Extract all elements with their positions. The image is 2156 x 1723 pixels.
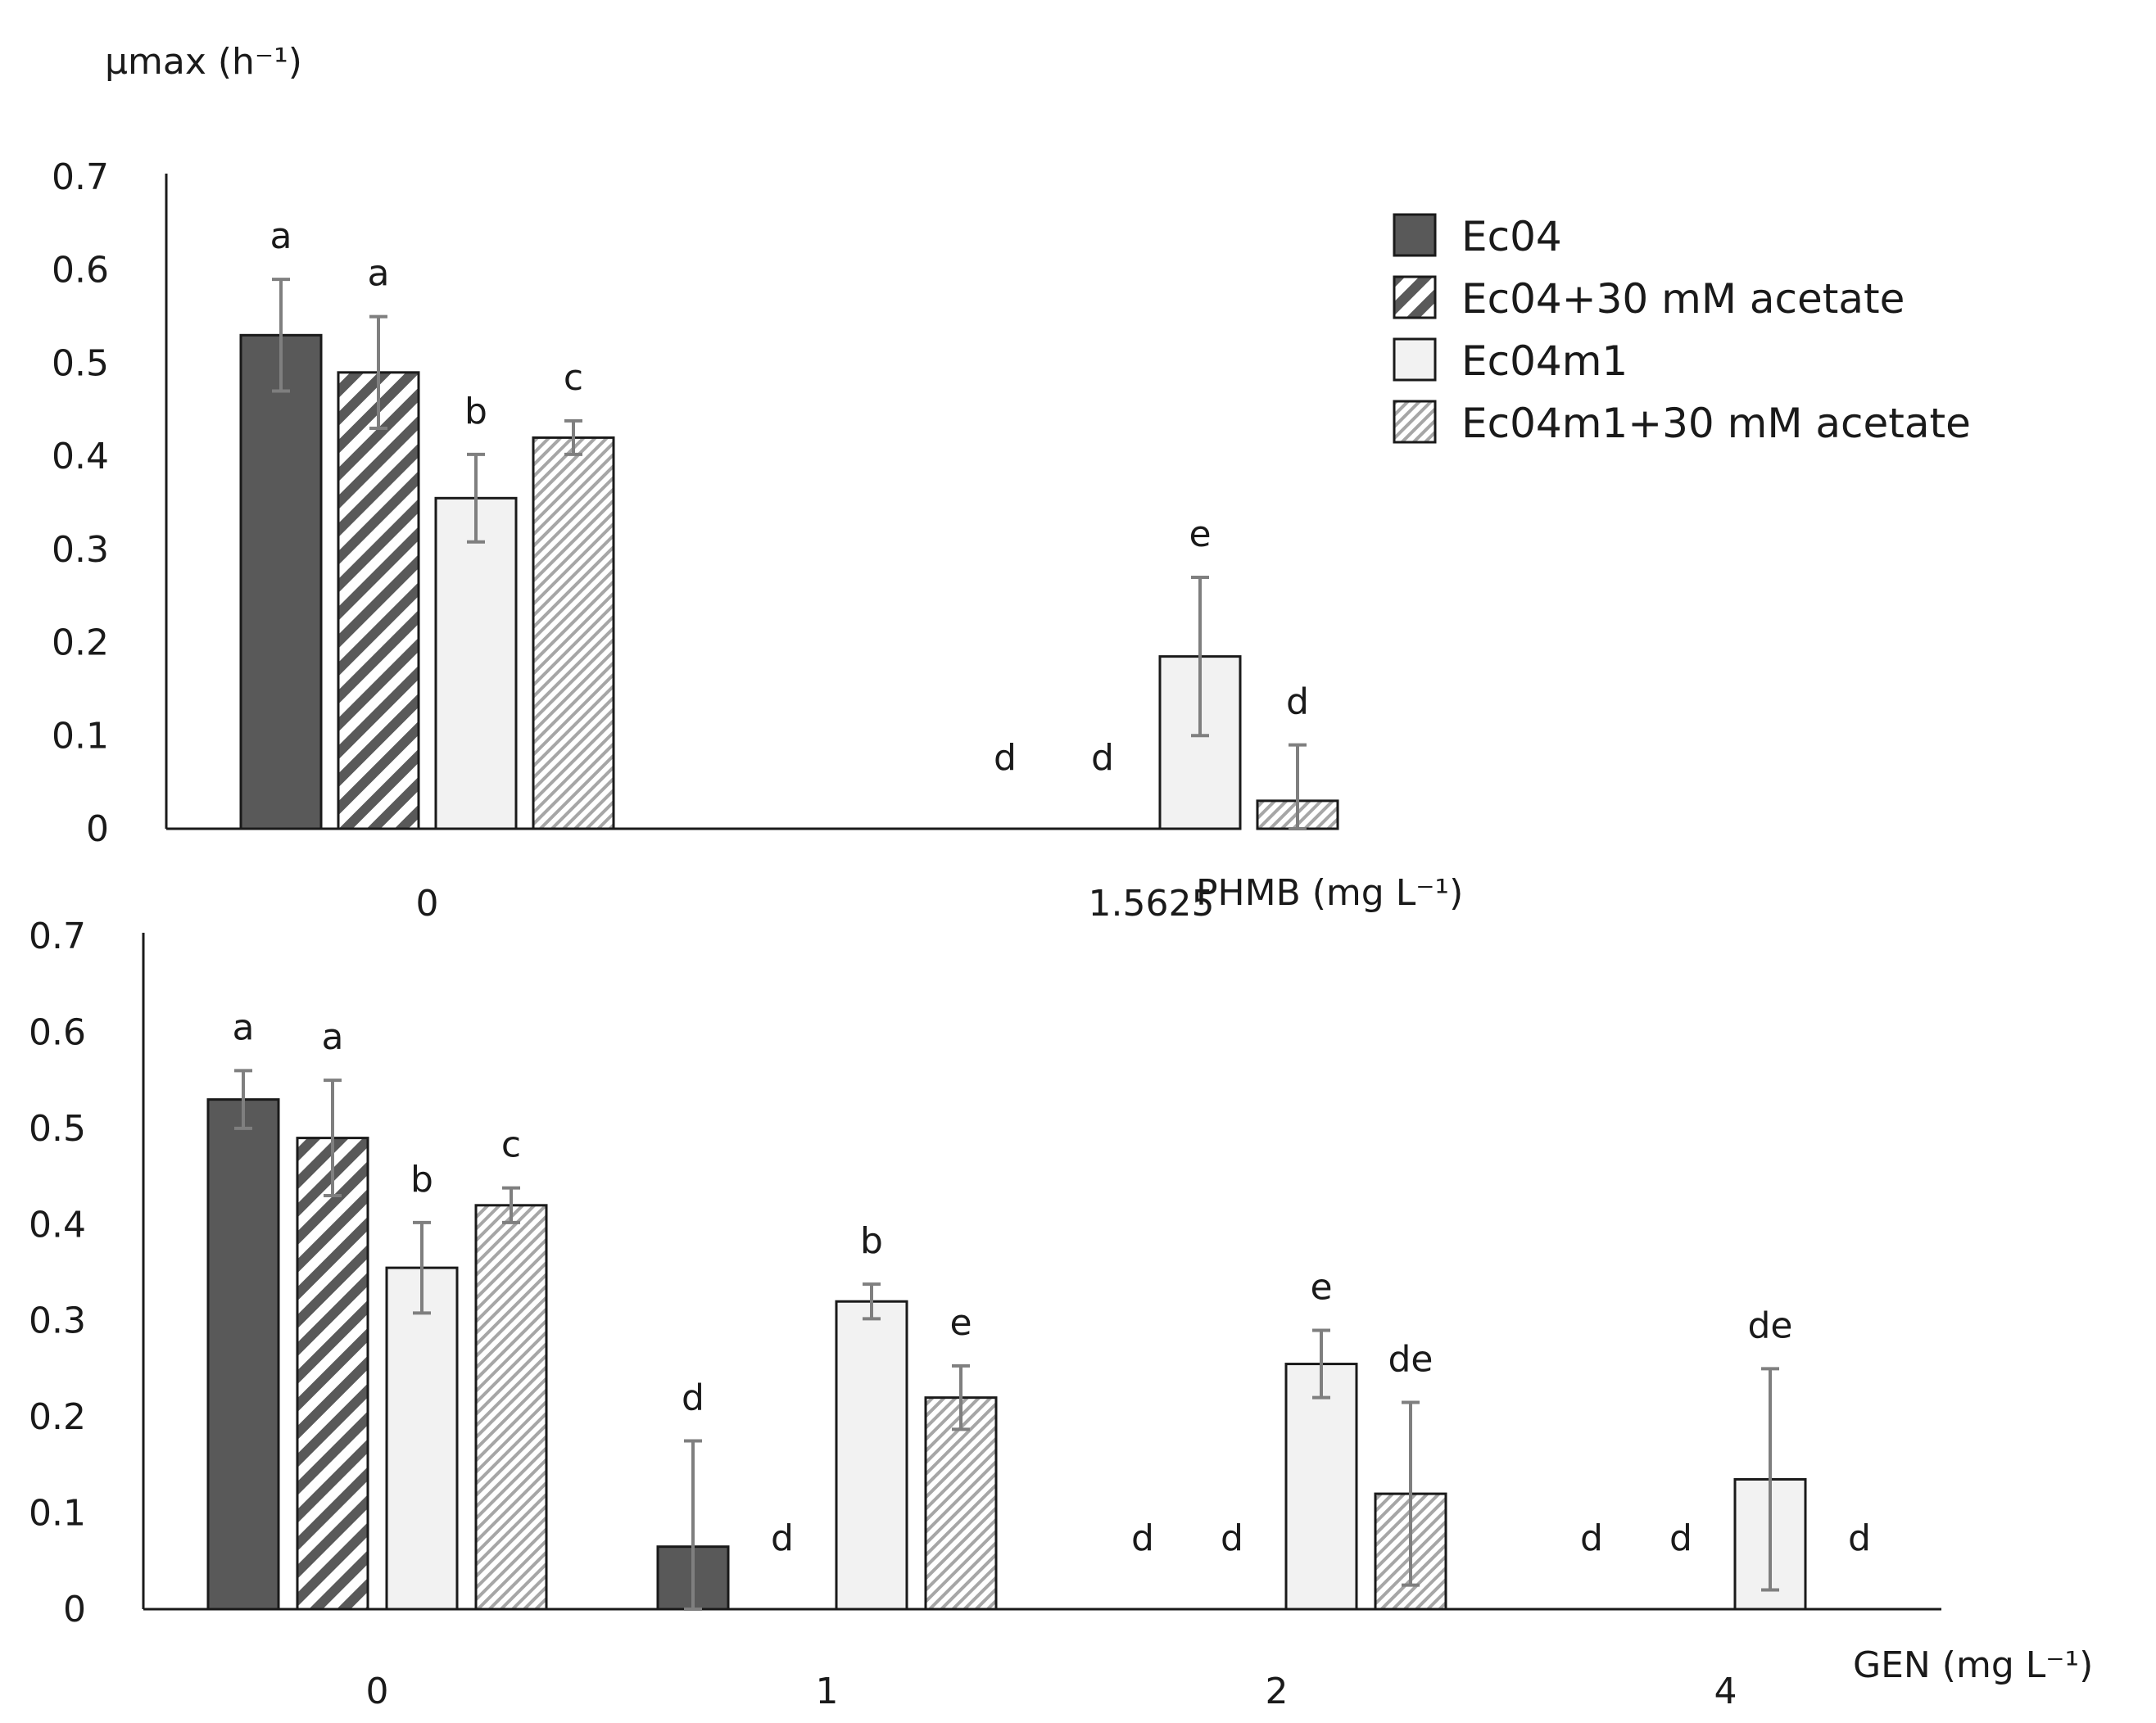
significance-letter: b [860,1220,883,1262]
y-tick-label: 0.3 [52,529,109,571]
significance-letter: d [1580,1517,1603,1559]
significance-letter: c [564,357,583,399]
significance-letter: c [501,1124,521,1166]
x-category-label: 1 [816,1671,839,1712]
legend-label-ec04-acetate: Ec04+30 mM acetate [1461,275,1905,323]
x-axis-label: PHMB (mg L⁻¹) [1196,872,1463,914]
y-tick-label: 0.1 [29,1493,86,1535]
significance-letter: e [1189,513,1211,555]
y-tick-label: 0.5 [52,342,109,384]
legend-swatch-ec04-acetate [1393,275,1437,319]
y-tick-label: 0.5 [29,1108,86,1150]
significance-letter: d [1848,1517,1871,1559]
significance-letter: a [368,253,390,295]
x-category-label: 0 [416,883,439,925]
y-tick-label: 0.3 [29,1300,86,1342]
significance-letter: e [949,1302,972,1344]
legend-swatch-ec04m1-acetate [1393,400,1437,444]
significance-letter: d [1131,1517,1154,1559]
x-category-label: 4 [1714,1671,1737,1712]
significance-letter: de [1388,1339,1434,1381]
bar-ec04m1-30-mm-acetate [924,1396,998,1611]
legend-item-ec04m1-acetate: Ec04m1+30 mM acetate [1393,400,1971,447]
bar-ec04m1 [1158,655,1242,830]
significance-letter: d [1286,681,1309,723]
legend-label-ec04: Ec04 [1461,213,1562,260]
x-category-label: 1.5625 [1089,883,1215,925]
bar-ec04-30-mm-acetate [337,371,420,830]
y-tick-label: 0.4 [29,1204,86,1246]
bar-ec04m1 [385,1266,459,1611]
legend-item-ec04-acetate: Ec04+30 mM acetate [1393,275,1905,323]
bar-ec04m1 [1284,1363,1358,1611]
bar-ec04m1-30-mm-acetate [532,436,615,830]
bar-ec04 [239,333,323,830]
chart-phmb: 0 0.1 0.2 0.3 0.4 0.5 0.6 0.7 a a b c 0 d d e d 1.5625PHM… [52,156,1463,925]
significance-letter: b [410,1159,433,1201]
x-category-label: 0 [366,1671,389,1712]
legend-swatch-ec04 [1393,213,1437,257]
significance-letter: a [322,1016,344,1058]
significance-letter: a [270,215,292,257]
y-tick-label: 0 [63,1589,86,1630]
legend-label-ec04m1-acetate: Ec04m1+30 mM acetate [1461,400,1971,447]
bar-ec04m1 [835,1300,908,1611]
bar-ec04-30-mm-acetate [296,1137,369,1611]
y-tick-label: 0 [86,808,109,850]
legend-swatch-ec04m1 [1393,337,1437,382]
y-tick-label: 0.6 [52,250,109,292]
significance-letter: d [682,1377,704,1419]
legend: Ec04 Ec04+30 mM acetate Ec04m1 Ec04m1+30… [1393,213,1971,447]
legend-label-ec04m1: Ec04m1 [1461,337,1628,385]
significance-letter: d [771,1517,794,1559]
bar-ec04m1-30-mm-acetate [474,1204,548,1611]
y-tick-label: 0.1 [52,715,109,757]
bar-ec04 [206,1098,280,1611]
x-category-label: 2 [1266,1671,1289,1712]
significance-letter: d [1091,737,1114,779]
y-tick-label: 0.7 [29,916,86,957]
significance-letter: d [1221,1517,1243,1559]
y-axis-unit-label: μmax (h⁻¹) [105,41,302,83]
bar-ec04m1 [434,496,518,830]
legend-item-ec04: Ec04 [1393,213,1562,260]
y-tick-label: 0.4 [52,436,109,477]
significance-letter: e [1310,1266,1332,1308]
significance-letter: a [233,1006,255,1048]
y-tick-label: 0.7 [52,156,109,198]
legend-item-ec04m1: Ec04m1 [1393,337,1628,385]
significance-letter: d [994,737,1017,779]
y-tick-label: 0.2 [52,622,109,664]
significance-letter: de [1748,1305,1793,1346]
y-tick-label: 0.6 [29,1011,86,1053]
significance-letter: d [1669,1517,1692,1559]
y-tick-label: 0.2 [29,1396,86,1438]
significance-letter: b [464,391,487,432]
x-axis-label: GEN (mg L⁻¹) [1853,1644,2093,1686]
